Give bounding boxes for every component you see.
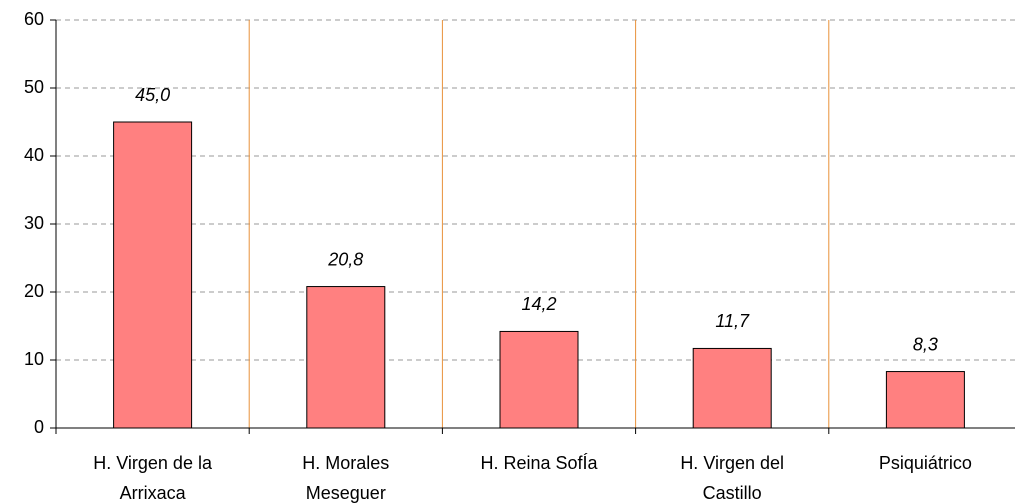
- y-tick-label: 30: [24, 213, 44, 233]
- data-label: 11,7: [715, 311, 750, 331]
- x-tick-label: H. Virgen del Castillo: [680, 453, 785, 503]
- x-tick-label: H. Virgen de la Arrixaca: [93, 453, 212, 503]
- x-tick-label: H. Morales Meseguer: [302, 453, 390, 503]
- y-tick-label: 0: [34, 417, 44, 437]
- bar: [692, 347, 772, 429]
- y-tick-label: 40: [24, 145, 44, 165]
- y-tick-label: 50: [24, 77, 44, 97]
- data-label: 8,3: [913, 334, 938, 354]
- data-label: 14,2: [521, 294, 556, 314]
- data-label: 20,8: [327, 249, 363, 269]
- bar: [113, 121, 193, 429]
- y-tick-label: 10: [24, 349, 44, 369]
- y-tick-label: 60: [24, 9, 44, 29]
- bar: [306, 286, 386, 429]
- data-label: 45,0: [135, 85, 170, 105]
- bar: [885, 371, 965, 429]
- bar: [499, 330, 579, 429]
- x-tick-label: Psiquiátrico: [878, 453, 972, 473]
- x-tick-label: H. Reina SofÍa: [480, 453, 598, 473]
- y-tick-label: 20: [24, 281, 44, 301]
